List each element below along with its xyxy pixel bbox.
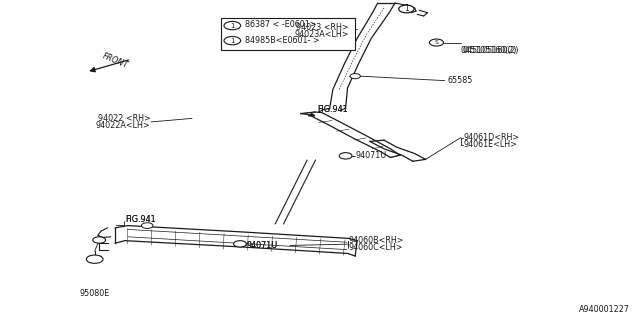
Text: 94061E<LH>: 94061E<LH> — [464, 140, 518, 149]
Circle shape — [224, 36, 241, 45]
Text: FIG.941: FIG.941 — [317, 105, 348, 114]
Text: 94071U: 94071U — [355, 151, 387, 160]
Text: 94060B<RH>: 94060B<RH> — [349, 236, 404, 245]
Text: 94071U: 94071U — [246, 241, 278, 250]
Text: 94071U: 94071U — [246, 241, 278, 250]
Text: 94061D<RH>: 94061D<RH> — [464, 133, 520, 142]
Circle shape — [234, 241, 246, 247]
Circle shape — [86, 255, 103, 263]
Text: FIG.941: FIG.941 — [125, 215, 156, 224]
Circle shape — [339, 153, 352, 159]
Text: 045105160(2): 045105160(2) — [461, 46, 517, 55]
Text: 65585: 65585 — [448, 76, 474, 85]
Text: 84985B<E0601- >: 84985B<E0601- > — [245, 36, 320, 45]
Text: S: S — [435, 40, 438, 45]
Polygon shape — [308, 114, 315, 116]
Circle shape — [224, 21, 241, 30]
Text: 1: 1 — [404, 4, 409, 13]
Text: FRONT: FRONT — [101, 52, 129, 70]
Text: 94023 <RH>: 94023 <RH> — [296, 23, 349, 32]
Text: 86387 < -E0601>: 86387 < -E0601> — [245, 20, 317, 29]
Text: FIG.941: FIG.941 — [317, 105, 348, 114]
Circle shape — [141, 223, 153, 228]
Text: 94060C<LH>: 94060C<LH> — [349, 243, 403, 252]
Text: 94022 <RH>: 94022 <RH> — [98, 114, 150, 123]
Text: FIG.941: FIG.941 — [125, 215, 156, 224]
Text: 1: 1 — [230, 38, 235, 44]
FancyBboxPatch shape — [221, 18, 355, 50]
Circle shape — [429, 39, 444, 46]
Text: 94023A<LH>: 94023A<LH> — [294, 30, 349, 39]
Text: 045105160(2): 045105160(2) — [462, 46, 518, 55]
Circle shape — [93, 237, 106, 243]
Circle shape — [350, 74, 360, 79]
Text: A940001227: A940001227 — [579, 305, 630, 314]
Circle shape — [399, 5, 414, 13]
Text: 94022A<LH>: 94022A<LH> — [96, 121, 150, 130]
Text: 1: 1 — [230, 23, 235, 28]
Text: 95080E: 95080E — [79, 289, 110, 298]
